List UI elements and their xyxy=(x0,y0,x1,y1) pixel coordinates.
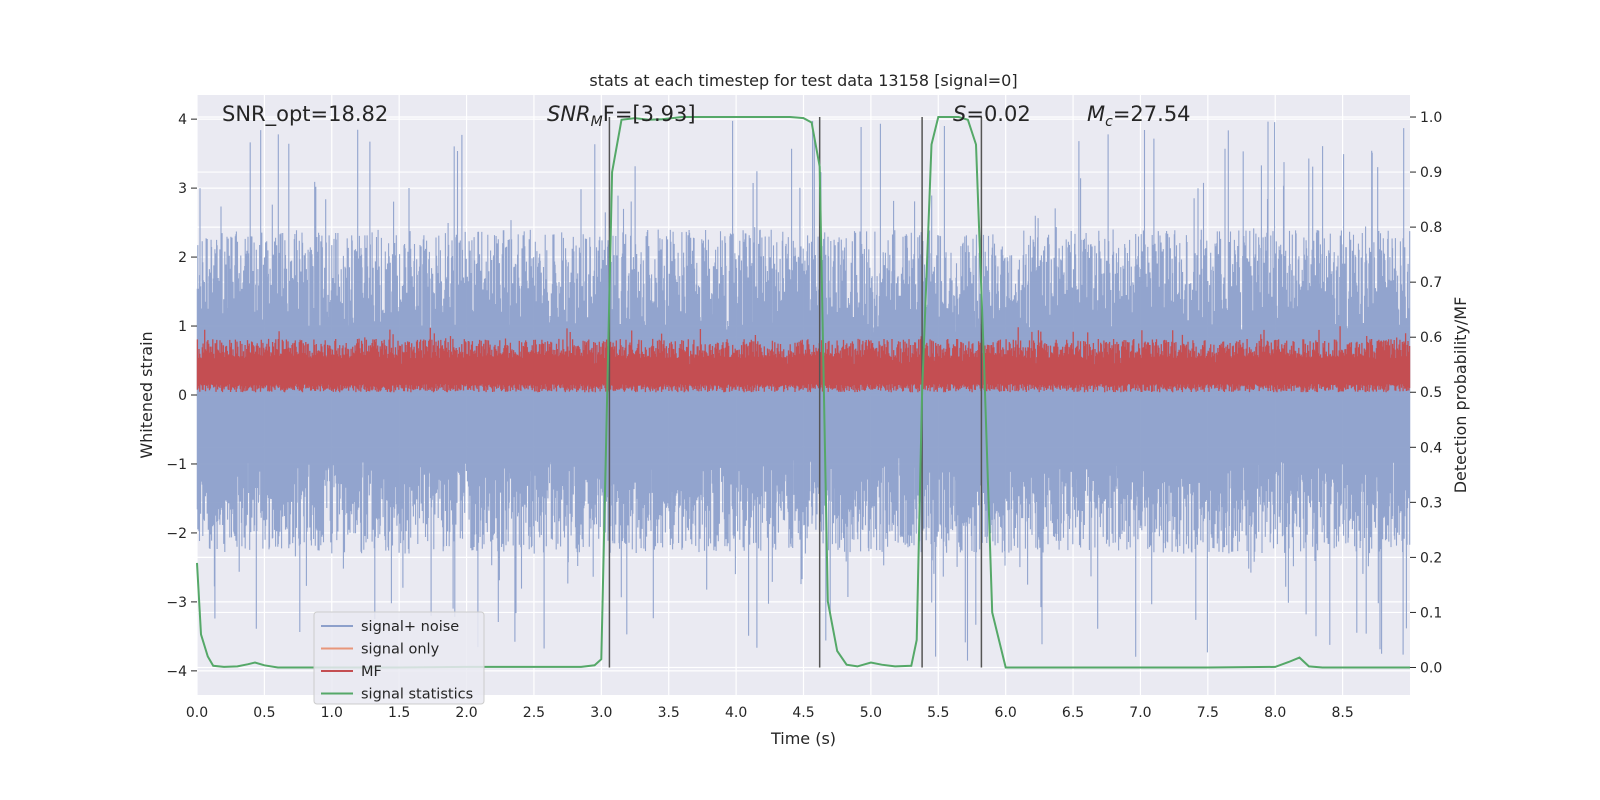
annotation-s: S=0.02 xyxy=(953,102,1031,126)
y2-tick-label: 0.3 xyxy=(1420,495,1442,511)
y2-tick-label: 0.2 xyxy=(1420,550,1442,566)
y2-axis-label: Detection probability/MF xyxy=(1451,297,1470,494)
y2-tick-label: 0.4 xyxy=(1420,440,1442,456)
y-tick-label: 0 xyxy=(178,388,187,404)
legend-box xyxy=(313,611,485,705)
y2-tick-label: 0.9 xyxy=(1420,165,1442,181)
y-ticks: 4 3 2 1 0 −1 −2 −3 −4 xyxy=(166,112,197,680)
y-axis-label: Whitened strain xyxy=(137,331,156,458)
y2-tick-label: 0.0 xyxy=(1420,660,1442,676)
y2-tick-label: 0.7 xyxy=(1420,275,1442,291)
x-tick-label: 7.5 xyxy=(1197,705,1219,721)
y2-ticks: 1.0 0.9 0.8 0.7 0.6 0.5 0.4 0.3 0.2 0.1 0.0 xyxy=(1410,110,1442,676)
x-ticks: 0.0 0.5 1.0 1.5 2.0 2.5 3.0 3.5 4.0 4.5 5.0 5.5 6.0 6… xyxy=(186,705,1354,721)
series-mf xyxy=(196,326,1411,393)
legend-label: signal only xyxy=(361,642,440,658)
series-signal-statistics xyxy=(196,116,1410,669)
x-tick-label: 6.5 xyxy=(1062,705,1084,721)
mc-rest: =27.54 xyxy=(1113,102,1191,126)
y-tick-label: −4 xyxy=(166,664,187,680)
mc-var: M xyxy=(1087,102,1105,126)
x-tick-label: 0.0 xyxy=(186,705,208,721)
y2-tick-label: 0.8 xyxy=(1420,220,1442,236)
y2-tick-label: 1.0 xyxy=(1420,110,1442,126)
x-tick-label: 4.5 xyxy=(792,705,814,721)
x-tick-label: 4.0 xyxy=(725,705,747,721)
x-tick-label: 3.0 xyxy=(590,705,612,721)
x-tick-label: 3.5 xyxy=(658,705,680,721)
x-tick-label: 2.5 xyxy=(523,705,545,721)
x-tick-label: 0.5 xyxy=(253,705,275,721)
x-tick-label: 1.0 xyxy=(321,705,343,721)
s-var: S xyxy=(953,102,966,126)
annotation-mc: Mc=27.54 xyxy=(1087,102,1191,130)
legend-label: signal+ noise xyxy=(361,619,459,635)
annotation-snr-mf: SNRMF=[3.93] xyxy=(547,102,696,130)
snr-mf-rest: F=[3.93] xyxy=(603,102,696,126)
y-tick-label: 3 xyxy=(178,181,187,197)
snr-mf-sub: M xyxy=(591,114,603,130)
y2-tick-label: 0.6 xyxy=(1420,330,1442,346)
y2-tick-label: 0.1 xyxy=(1420,605,1442,621)
x-tick-label: 7.0 xyxy=(1129,705,1151,721)
annotation-snr-opt: SNR_opt=18.82 xyxy=(222,102,388,127)
mc-sub: c xyxy=(1105,114,1113,130)
x-tick-label: 1.5 xyxy=(388,705,410,721)
x-tick-label: 8.0 xyxy=(1264,705,1286,721)
x-tick-label: 5.0 xyxy=(860,705,882,721)
legend-label: MF xyxy=(361,664,382,680)
y-tick-label: 1 xyxy=(178,319,187,335)
x-tick-label: 5.5 xyxy=(927,705,949,721)
x-tick-label: 8.5 xyxy=(1331,705,1353,721)
y-tick-label: −3 xyxy=(166,595,187,611)
x-axis-label: Time (s) xyxy=(770,729,836,748)
x-tick-label: 2.0 xyxy=(455,705,477,721)
y-tick-label: −1 xyxy=(166,457,187,473)
y-tick-label: 2 xyxy=(178,250,187,266)
y-tick-label: −2 xyxy=(166,526,187,542)
legend-label: signal statistics xyxy=(361,687,473,703)
mf-trace xyxy=(196,326,1411,393)
snr-mf-base: SNR xyxy=(547,102,591,126)
x-tick-label: 6.0 xyxy=(995,705,1017,721)
s-rest: =0.02 xyxy=(966,102,1030,126)
legend: signal+ noise signal only MF signal statist… xyxy=(313,611,485,705)
chart-title: stats at each timestep for test data 131… xyxy=(589,71,1017,90)
y2-tick-label: 0.5 xyxy=(1420,385,1442,401)
y-tick-label: 4 xyxy=(178,112,187,128)
